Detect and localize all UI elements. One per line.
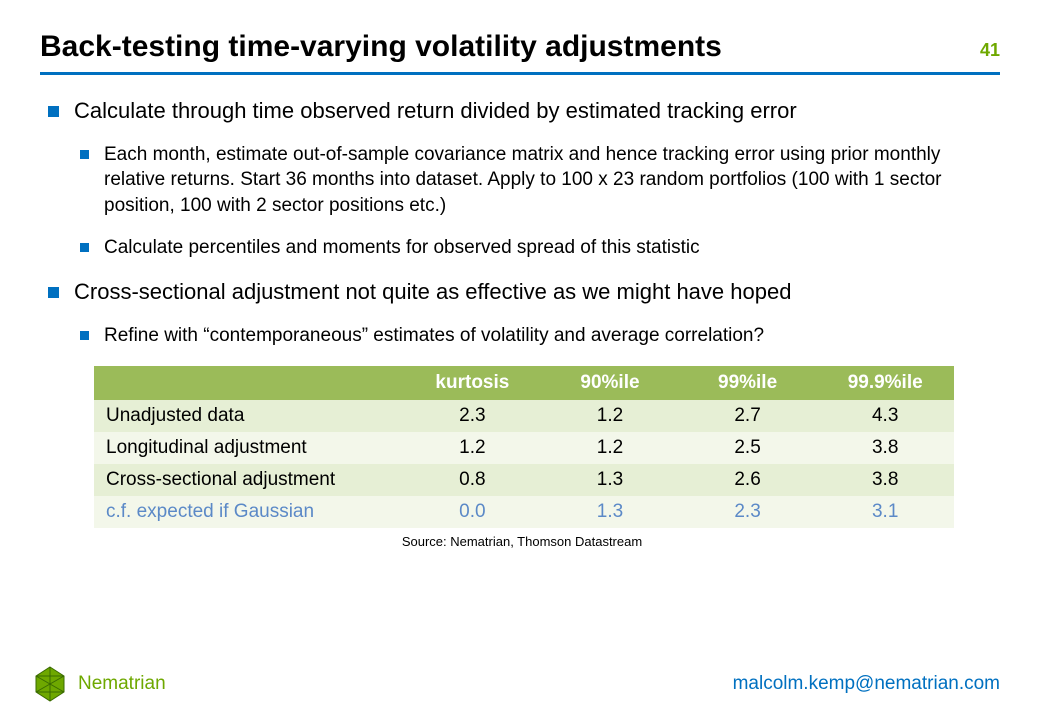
row-label: c.f. expected if Gaussian — [94, 496, 404, 528]
page-number: 41 — [980, 40, 1000, 61]
source-attribution: Source: Nematrian, Thomson Datastream — [44, 534, 1000, 549]
stats-table-wrap: kurtosis 90%ile 99%ile 99.9%ile Unadjust… — [94, 366, 954, 528]
row-label: Cross-sectional adjustment — [94, 464, 404, 496]
bullet-item: Calculate through time observed return d… — [44, 97, 1000, 260]
bullet-item: Cross-sectional adjustment not quite as … — [44, 278, 1000, 348]
cell: 0.0 — [404, 496, 542, 528]
brand-name: Nematrian — [78, 673, 166, 695]
cell: 3.1 — [816, 496, 954, 528]
bullet-list: Calculate through time observed return d… — [44, 97, 1000, 348]
cell: 2.5 — [679, 432, 817, 464]
sub-bullet-item: Calculate percentiles and moments for ob… — [74, 235, 1000, 261]
cell: 1.2 — [541, 432, 679, 464]
slide-content: Calculate through time observed return d… — [40, 97, 1000, 549]
cell: 1.3 — [541, 496, 679, 528]
table-header-empty — [94, 366, 404, 400]
table-header-cell: 99%ile — [679, 366, 817, 400]
table-row: Cross-sectional adjustment 0.8 1.3 2.6 3… — [94, 464, 954, 496]
sub-bullet-text: Each month, estimate out-of-sample covar… — [104, 144, 942, 216]
table-header-cell: 99.9%ile — [816, 366, 954, 400]
table-header-cell: kurtosis — [404, 366, 542, 400]
table-body: Unadjusted data 2.3 1.2 2.7 4.3 Longitud… — [94, 400, 954, 528]
slide: Back-testing time-varying volatility adj… — [0, 0, 1040, 720]
sub-bullet-item: Refine with “contemporaneous” estimates … — [74, 323, 1000, 349]
table-head: kurtosis 90%ile 99%ile 99.9%ile — [94, 366, 954, 400]
cell: 2.6 — [679, 464, 817, 496]
cell: 2.3 — [404, 400, 542, 432]
contact-email: malcolm.kemp@nematrian.com — [733, 673, 1000, 695]
cell: 3.8 — [816, 432, 954, 464]
slide-header: Back-testing time-varying volatility adj… — [40, 30, 1000, 75]
bullet-text: Calculate through time observed return d… — [74, 98, 797, 123]
cell: 1.2 — [541, 400, 679, 432]
sub-bullet-list: Each month, estimate out-of-sample covar… — [74, 142, 1000, 261]
cell: 2.3 — [679, 496, 817, 528]
sub-bullet-item: Each month, estimate out-of-sample covar… — [74, 142, 1000, 219]
cell: 2.7 — [679, 400, 817, 432]
cell: 0.8 — [404, 464, 542, 496]
table-row: Longitudinal adjustment 1.2 1.2 2.5 3.8 — [94, 432, 954, 464]
row-label: Longitudinal adjustment — [94, 432, 404, 464]
table-row: Unadjusted data 2.3 1.2 2.7 4.3 — [94, 400, 954, 432]
brand: Nematrian — [30, 664, 166, 704]
sub-bullet-text: Refine with “contemporaneous” estimates … — [104, 325, 764, 346]
sub-bullet-list: Refine with “contemporaneous” estimates … — [74, 323, 1000, 349]
bullet-text: Cross-sectional adjustment not quite as … — [74, 279, 791, 304]
slide-footer: Nematrian malcolm.kemp@nematrian.com — [30, 664, 1000, 704]
row-label: Unadjusted data — [94, 400, 404, 432]
table-row-gaussian: c.f. expected if Gaussian 0.0 1.3 2.3 3.… — [94, 496, 954, 528]
table-header-cell: 90%ile — [541, 366, 679, 400]
slide-title: Back-testing time-varying volatility adj… — [40, 30, 722, 64]
cell: 1.2 — [404, 432, 542, 464]
sub-bullet-text: Calculate percentiles and moments for ob… — [104, 237, 700, 258]
table-header-row: kurtosis 90%ile 99%ile 99.9%ile — [94, 366, 954, 400]
stats-table: kurtosis 90%ile 99%ile 99.9%ile Unadjust… — [94, 366, 954, 528]
cell: 4.3 — [816, 400, 954, 432]
cell: 3.8 — [816, 464, 954, 496]
cell: 1.3 — [541, 464, 679, 496]
brand-logo-icon — [30, 664, 70, 704]
